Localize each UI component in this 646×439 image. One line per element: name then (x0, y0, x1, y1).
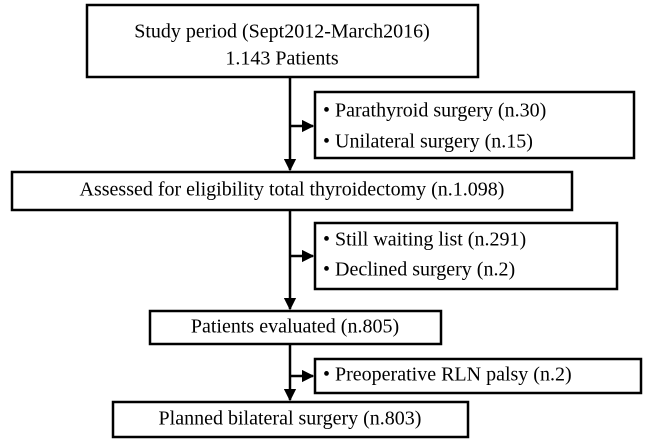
box-text: • Preoperative RLN palsy (n.2) (323, 364, 572, 386)
box (111, 400, 470, 439)
box-text: • Declined surgery (n.2) (323, 259, 515, 281)
box (85, 3, 480, 79)
box-text: • Still waiting list (n.291) (323, 229, 526, 251)
box-text: • Unilateral surgery (n.15) (323, 131, 533, 153)
box (313, 90, 636, 160)
box-text: Assessed for eligibility total thyroidec… (80, 179, 505, 201)
box (10, 170, 574, 212)
box-text: Patients evaluated (n.805) (191, 316, 399, 338)
box (313, 357, 643, 395)
box-text: • Parathyroid surgery (n.30) (323, 100, 546, 122)
box (313, 221, 619, 291)
box (148, 309, 443, 346)
box-text: 1.143 Patients (225, 48, 339, 70)
box-text: Study period (Sept2012-March2016) (134, 21, 430, 43)
box-text: Planned bilateral surgery (n.803) (159, 408, 422, 430)
